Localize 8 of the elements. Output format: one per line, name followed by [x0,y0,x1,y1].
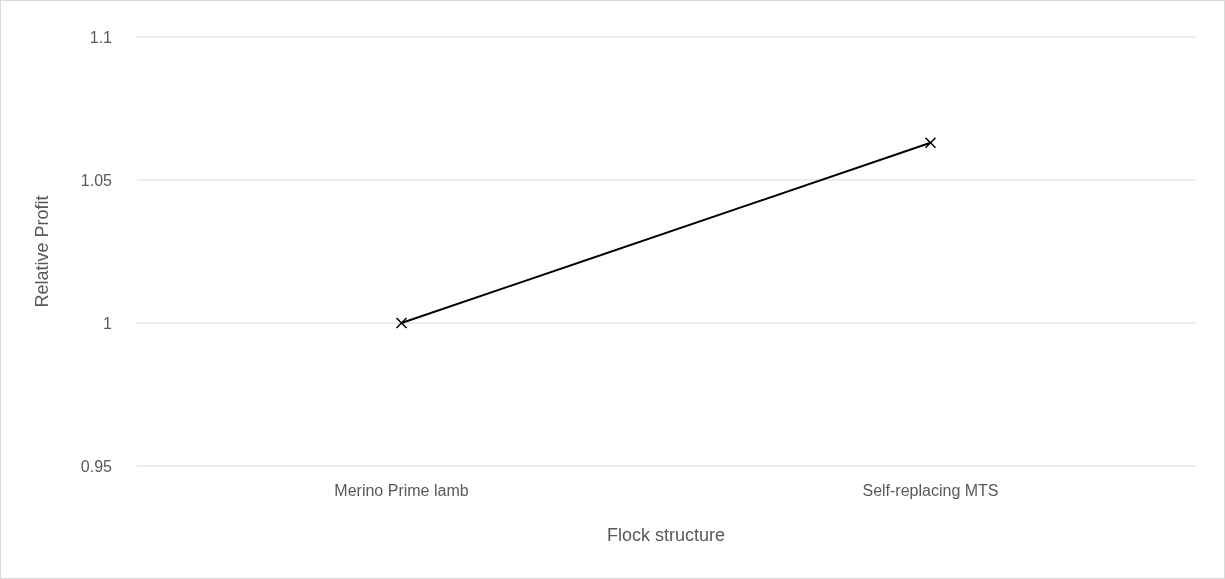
x-tick-label: Self-replacing MTS [862,482,999,499]
y-tick-label: 0.95 [80,457,113,475]
y-tick-label: 1.05 [80,171,113,189]
x-axis-title: Flock structure [606,525,726,545]
y-tick-label: 1 [103,314,113,332]
y-tick-label: 1.1 [89,28,113,46]
x-tick-label: Merino Prime lamb [334,482,469,499]
y-axis-title: Relative Profit [32,195,52,308]
